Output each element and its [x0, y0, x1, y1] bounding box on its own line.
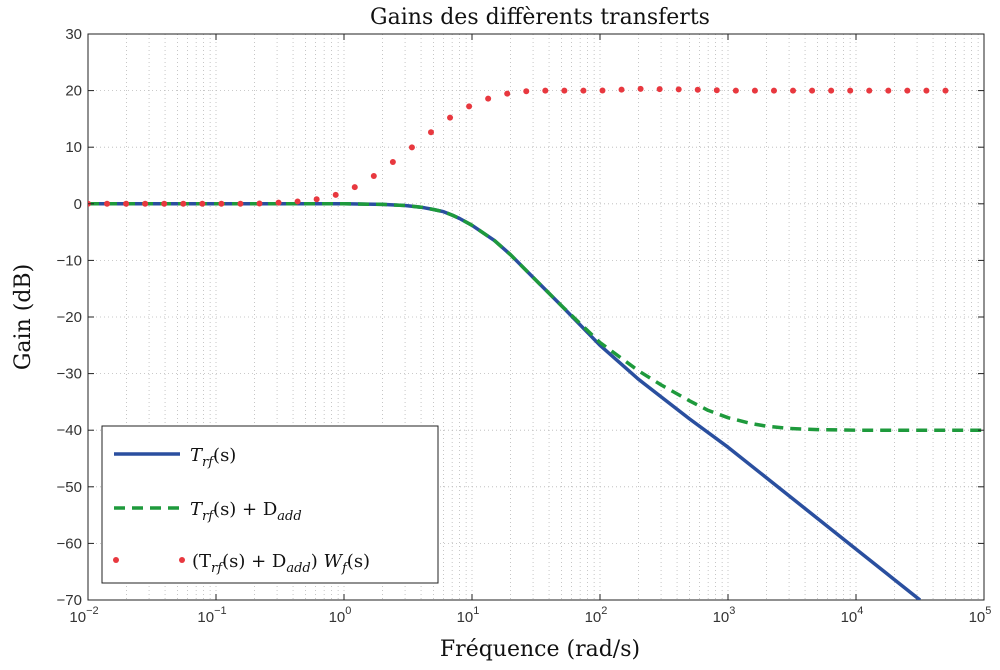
y-tick-label: 0 [74, 196, 82, 213]
series-3-point [523, 88, 530, 95]
legend: Trf(s) Trf(s) + Dadd (Trf(s) + Dadd) Wf(… [101, 425, 439, 584]
x-axis-label: Fréquence (rad/s) [440, 637, 640, 662]
series-3-point [770, 87, 777, 94]
series-3-point [751, 87, 758, 94]
y-tick-label: −40 [57, 422, 82, 439]
series-3-point [313, 196, 320, 203]
series-3-point [161, 200, 168, 207]
series-3-point [656, 86, 663, 93]
series-3-point [732, 87, 739, 94]
series-3-point [427, 129, 434, 136]
y-tick-label: 20 [65, 83, 82, 100]
y-tick-label: −10 [57, 252, 82, 269]
series-3-point [218, 200, 225, 207]
series-3-point [466, 103, 473, 110]
legend-swatch-series-3-dot-right [179, 557, 185, 563]
x-tick-label: 100 [329, 605, 352, 626]
series-3-point [599, 87, 606, 94]
series-3-point [694, 86, 701, 93]
series-2 [88, 202, 984, 432]
series-3-point [104, 200, 111, 207]
series-3-point [580, 87, 587, 94]
x-tick-label: 104 [841, 605, 864, 626]
series-3-point [370, 173, 377, 180]
series-2-line [88, 202, 984, 432]
series-3-point [904, 87, 911, 94]
legend-label-series-2: Trf(s) + Dadd [190, 499, 302, 524]
series-3-point [199, 200, 206, 207]
legend-label-series-1: Trf(s) [190, 445, 236, 470]
series-3-point [408, 144, 415, 151]
series-3-point [447, 114, 454, 121]
x-tick-label: 102 [585, 605, 608, 626]
series-3-point [847, 87, 854, 94]
y-tick-label: −70 [57, 592, 82, 609]
x-tick-label: 101 [457, 605, 480, 626]
series-3-point [123, 200, 130, 207]
series-3-point [485, 95, 492, 102]
y-tick-label: −50 [57, 479, 82, 496]
series-3-point [637, 85, 644, 92]
series-3-point [504, 90, 511, 97]
series-3-point [866, 87, 873, 94]
series-3-point [351, 184, 358, 191]
y-tick-label: 10 [65, 139, 82, 156]
series-3-point [561, 87, 568, 94]
y-tick-label: −30 [57, 366, 82, 383]
series-3-point [142, 200, 149, 207]
series-3-point [809, 87, 816, 94]
series-3-point [675, 86, 682, 93]
series-3 [88, 85, 949, 207]
series-layer [88, 85, 984, 600]
series-3-point [275, 199, 282, 206]
legend-swatch-series-3-dot-left [113, 557, 119, 563]
series-3-point [180, 200, 187, 207]
x-tick-label: 105 [969, 605, 992, 626]
series-3-point [923, 87, 930, 94]
y-tick-label: −60 [57, 535, 82, 552]
series-3-point [942, 87, 949, 94]
series-3-point [713, 87, 720, 94]
series-3-point [389, 159, 396, 166]
series-3-point [237, 200, 244, 207]
series-3-point [885, 87, 892, 94]
series-3-point [256, 200, 263, 207]
legend-label-series-3: (Trf(s) + Dadd) Wf(s) [192, 551, 370, 576]
chart-title: Gains des diffèrents transferts [370, 5, 710, 30]
y-tick-label: 30 [65, 26, 82, 43]
series-3-point [790, 87, 797, 94]
y-axis-label: Gain (dB) [11, 264, 36, 370]
x-tick-label: 10−2 [69, 605, 98, 626]
series-3-point [542, 87, 549, 94]
series-3-point [618, 86, 625, 93]
x-tick-label: 10−1 [197, 605, 226, 626]
series-3-point [294, 198, 301, 205]
x-tick-label: 103 [713, 605, 736, 626]
y-tick-label: −20 [57, 309, 82, 326]
legend-box [101, 425, 439, 584]
series-3-point [828, 87, 835, 94]
series-3-point [332, 191, 339, 198]
